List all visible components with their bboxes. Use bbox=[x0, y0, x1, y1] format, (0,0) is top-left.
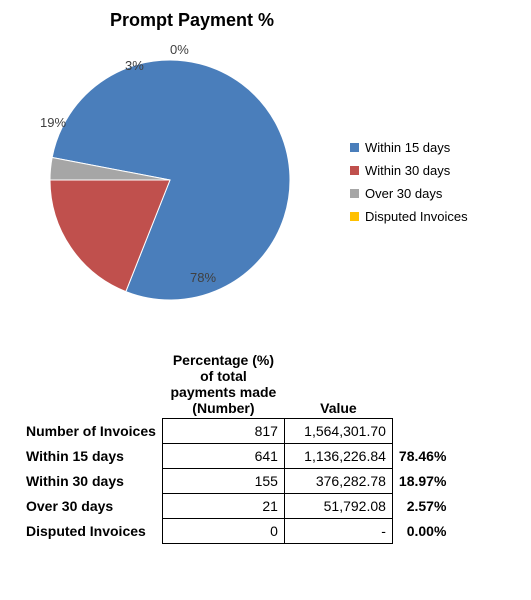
pie-slice-label: 19% bbox=[40, 115, 66, 130]
legend-item: Disputed Invoices bbox=[350, 209, 468, 224]
table-row: Disputed Invoices0-0.00% bbox=[20, 519, 452, 544]
table-cell-number: 21 bbox=[162, 494, 284, 519]
table-row-label: Within 15 days bbox=[20, 444, 162, 469]
table-cell-value: 376,282.78 bbox=[284, 469, 392, 494]
table-cell-percent: 18.97% bbox=[392, 469, 452, 494]
legend-swatch bbox=[350, 212, 359, 221]
legend-swatch bbox=[350, 166, 359, 175]
table-row-label: Over 30 days bbox=[20, 494, 162, 519]
table-cell-number: 155 bbox=[162, 469, 284, 494]
legend-swatch bbox=[350, 143, 359, 152]
pie-slice-label: 0% bbox=[170, 42, 189, 57]
pie-chart-area: Prompt Payment % 78% 19% 3% 0% Within 15… bbox=[10, 10, 521, 340]
table-cell-value: 1,136,226.84 bbox=[284, 444, 392, 469]
table-cell-value: 51,792.08 bbox=[284, 494, 392, 519]
pie-chart: 78% 19% 3% 0% bbox=[40, 50, 300, 310]
legend-label: Within 15 days bbox=[365, 140, 450, 155]
pie-svg bbox=[40, 50, 300, 310]
legend-label: Disputed Invoices bbox=[365, 209, 468, 224]
table-cell-percent: 0.00% bbox=[392, 519, 452, 544]
table-row-label: Within 30 days bbox=[20, 469, 162, 494]
table-cell-number: 641 bbox=[162, 444, 284, 469]
table-cell-value: 1,564,301.70 bbox=[284, 419, 392, 444]
data-table: Percentage (%) of total payments made (N… bbox=[20, 350, 452, 544]
table-row-label: Number of Invoices bbox=[20, 419, 162, 444]
legend-item: Over 30 days bbox=[350, 186, 468, 201]
legend-swatch bbox=[350, 189, 359, 198]
table-cell-percent: 78.46% bbox=[392, 444, 452, 469]
data-table-wrap: Percentage (%) of total payments made (N… bbox=[20, 350, 521, 544]
table-row: Over 30 days2151,792.082.57% bbox=[20, 494, 452, 519]
table-row-label: Disputed Invoices bbox=[20, 519, 162, 544]
chart-legend: Within 15 days Within 30 days Over 30 da… bbox=[350, 140, 468, 232]
chart-title: Prompt Payment % bbox=[110, 10, 274, 31]
table-cell-value: - bbox=[284, 519, 392, 544]
pie-slice-label: 78% bbox=[190, 270, 216, 285]
table-cell-number: 0 bbox=[162, 519, 284, 544]
legend-item: Within 30 days bbox=[350, 163, 468, 178]
pie-slice-label: 3% bbox=[125, 58, 144, 73]
legend-label: Within 30 days bbox=[365, 163, 450, 178]
table-row: Within 15 days6411,136,226.8478.46% bbox=[20, 444, 452, 469]
table-cell-percent bbox=[392, 419, 452, 444]
table-cell-percent: 2.57% bbox=[392, 494, 452, 519]
legend-item: Within 15 days bbox=[350, 140, 468, 155]
table-cell-number: 817 bbox=[162, 419, 284, 444]
table-row: Within 30 days155376,282.7818.97% bbox=[20, 469, 452, 494]
table-header-val: Value bbox=[284, 350, 392, 419]
table-row: Number of Invoices8171,564,301.70 bbox=[20, 419, 452, 444]
table-header-num: Percentage (%) of total payments made (N… bbox=[162, 350, 284, 419]
legend-label: Over 30 days bbox=[365, 186, 442, 201]
